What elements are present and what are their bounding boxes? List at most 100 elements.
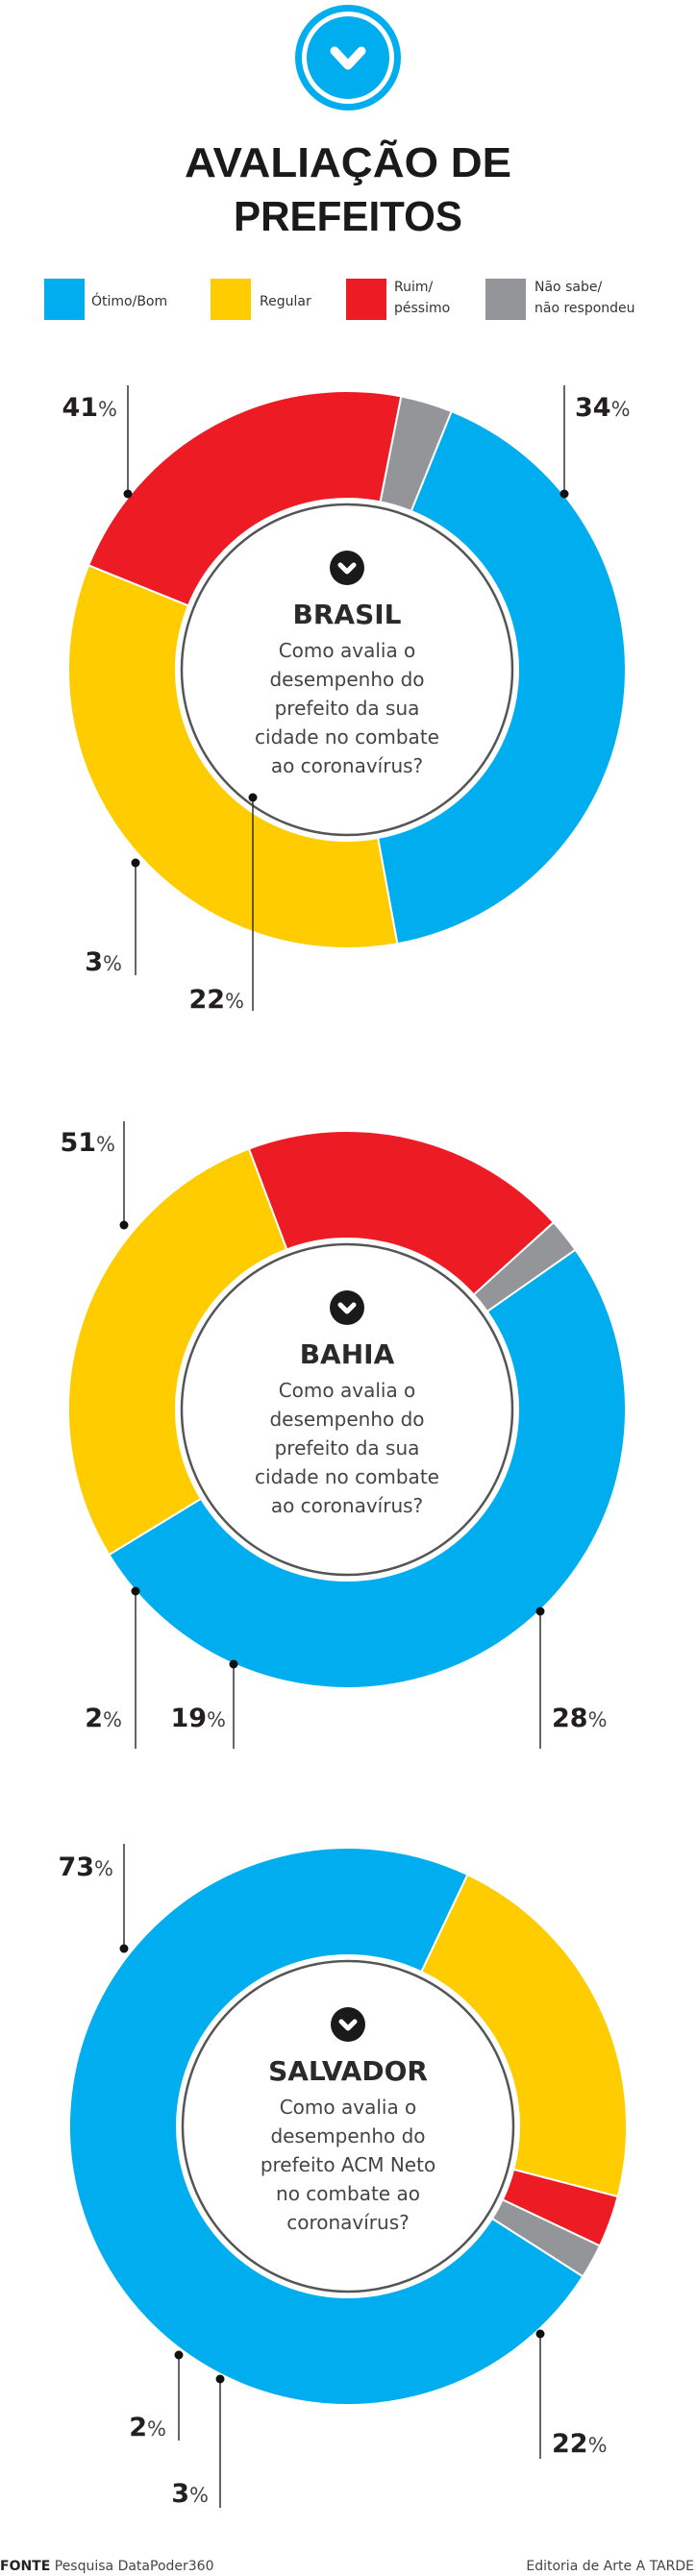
donut-chart-salvador: SALVADOR Como avalia o desempenho do prefei…: [58, 1844, 628, 2509]
value-label-nao-sabe: 2%: [85, 1704, 122, 1733]
center-disc: [180, 1242, 514, 1577]
value-unit: %: [588, 2434, 608, 2457]
slice-regular: [67, 1147, 288, 1557]
legend-label-ruim-line2: péssimo: [394, 301, 450, 316]
slice-otimo-bom: [68, 1846, 584, 2406]
question-line: prefeito da sua: [275, 697, 420, 720]
chevron-down-circle-icon: [330, 1290, 364, 1325]
value-unit: %: [98, 398, 117, 421]
slice-otimo-bom: [376, 409, 627, 945]
question-line: prefeito da sua: [275, 1436, 420, 1460]
leader-dot-ruim-pessimo: [248, 793, 258, 802]
leader-dot-nao-sabe: [174, 2350, 184, 2360]
footer-source-text: Pesquisa DataPoder360: [55, 2559, 214, 2574]
value-unit: %: [103, 952, 122, 975]
value-number: 28: [552, 1704, 588, 1733]
question-line: desempenho do: [269, 1408, 424, 1431]
slice-nao-sabe: [472, 1220, 577, 1313]
question-line: Como avalia o: [279, 639, 416, 662]
leader-dot-regular: [535, 1607, 545, 1616]
value-unit: %: [225, 990, 244, 1013]
footer-source-label: FONTE: [0, 2559, 50, 2574]
value-label-otimo-bom: 51%: [60, 1128, 115, 1158]
leader-dot-ruim-pessimo: [229, 1659, 238, 1669]
donut-chart-brasil: BRASIL Como avalia o desempenho do prefeito…: [62, 385, 631, 1015]
legend-swatch-ruim-pessimo: [346, 279, 386, 320]
legend-label-otimo-bom: Ótimo/Bom: [91, 292, 167, 309]
value-label-ruim-pessimo: 22%: [188, 985, 244, 1015]
value-number: 2: [129, 2413, 147, 2442]
chevron-down-circle-icon: [331, 2007, 365, 2042]
value-number: 34: [575, 393, 611, 423]
value-label-otimo-bom: 73%: [58, 1852, 113, 1882]
center-disc: [181, 1959, 515, 2294]
value-number: 22: [552, 2429, 588, 2459]
leader-dot-nao-sabe: [131, 858, 140, 868]
footer-source: FONTE Pesquisa DataPoder360: [0, 2559, 214, 2574]
value-label-regular: 22%: [552, 2429, 608, 2459]
legend-label-nao-sabe-line1: Não sabe/: [534, 280, 602, 295]
slice-regular: [420, 1873, 628, 2198]
footer-credit: Editoria de Arte A TARDE: [526, 2559, 694, 2574]
value-unit: %: [103, 1708, 122, 1731]
value-unit: %: [147, 2417, 166, 2441]
value-label-regular: 28%: [552, 1704, 608, 1733]
value-number: 3: [171, 2479, 189, 2509]
value-label-ruim-pessimo: 19%: [170, 1704, 226, 1733]
value-unit: %: [588, 1708, 608, 1731]
slice-otimo-bom: [108, 1248, 627, 1689]
question-line: desempenho do: [270, 2124, 425, 2147]
leader-dot-regular: [559, 489, 569, 499]
leader-dot-nao-sabe: [131, 1586, 140, 1596]
question-line: prefeito ACM Neto: [261, 2153, 435, 2176]
value-number: 19: [170, 1704, 207, 1733]
legend: Ótimo/Bom Regular Ruim/ péssimo Não sabe…: [44, 279, 635, 320]
logo-chevron-down-circle-icon: [295, 5, 401, 110]
question-line: ao coronavírus?: [271, 754, 423, 777]
legend-swatch-nao-sabe: [485, 279, 526, 320]
slice-regular: [67, 564, 399, 949]
slice-nao-sabe: [379, 395, 453, 513]
leader-dot-otimo-bom: [119, 1220, 129, 1230]
center-disc: [180, 503, 514, 837]
leader-dot-otimo-bom: [123, 489, 133, 499]
value-label-regular: 34%: [575, 393, 631, 423]
legend-swatch-otimo-bom: [44, 279, 85, 320]
legend-label-regular: Regular: [260, 294, 311, 309]
value-unit: %: [96, 1133, 115, 1156]
chart-title: BAHIA: [300, 1338, 395, 1370]
page-title-line2: PREFEITOS: [234, 193, 462, 240]
slice-ruim-pessimo: [247, 1130, 556, 1296]
value-number: 3: [85, 947, 103, 977]
slice-ruim-pessimo: [87, 390, 403, 607]
legend-swatch-regular: [211, 279, 251, 320]
value-number: 22: [188, 985, 225, 1015]
value-unit: %: [94, 1857, 113, 1880]
question-line: cidade no combate: [255, 725, 439, 748]
chart-title: SALVADOR: [268, 2055, 428, 2087]
chevron-down-circle-icon: [330, 551, 364, 585]
leader-dot-otimo-bom: [119, 1944, 129, 1953]
value-unit: %: [611, 398, 631, 421]
question-line: cidade no combate: [255, 1465, 439, 1488]
legend-label-ruim-line1: Ruim/: [394, 280, 433, 295]
leader-dot-regular: [535, 2329, 545, 2339]
value-label-nao-sabe: 2%: [129, 2413, 166, 2442]
value-unit: %: [207, 1708, 226, 1731]
question-line: ao coronavírus?: [271, 1494, 423, 1517]
value-number: 73: [58, 1852, 94, 1882]
question-line: Como avalia o: [279, 1379, 416, 1402]
donut-chart-bahia: BAHIA Como avalia o desempenho do prefeito …: [60, 1121, 627, 1749]
leader-dot-ruim-pessimo: [215, 2374, 225, 2384]
legend-label-nao-sabe-line2: não respondeu: [534, 301, 635, 316]
value-label-otimo-bom: 41%: [62, 393, 117, 423]
value-unit: %: [189, 2484, 209, 2507]
value-label-nao-sabe: 3%: [85, 947, 122, 977]
question-line: desempenho do: [269, 668, 424, 691]
value-label-ruim-pessimo: 3%: [171, 2479, 209, 2509]
value-number: 51: [60, 1128, 96, 1158]
slice-nao-sabe: [490, 2198, 602, 2278]
question-line: coronavírus?: [286, 2211, 410, 2234]
value-number: 2: [85, 1704, 103, 1733]
